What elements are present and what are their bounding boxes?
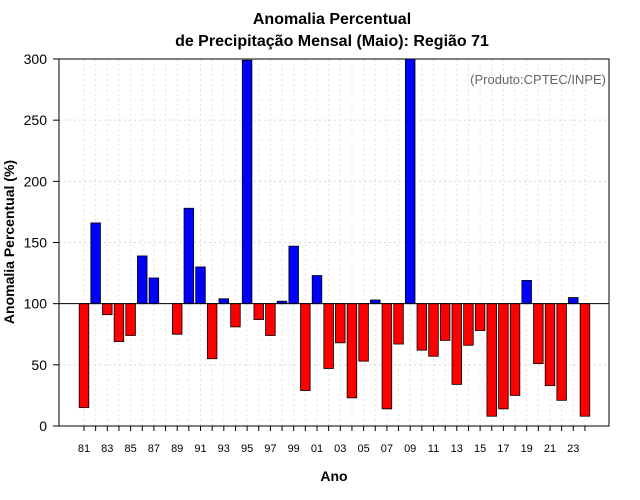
bar-04 <box>346 303 358 399</box>
x-tick-label: 15 <box>474 443 486 455</box>
x-tick-label: 07 <box>381 443 393 455</box>
x-tick-label: 87 <box>148 443 160 455</box>
y-tick-label: 200 <box>24 173 48 189</box>
x-tick-label: 11 <box>428 443 439 455</box>
bar-92 <box>206 303 218 360</box>
y-tick-label: 300 <box>24 51 48 67</box>
bar-18 <box>509 303 521 396</box>
source-note: (Produto:CPTEC/INPE) <box>470 72 606 87</box>
grid-lines <box>59 59 609 426</box>
x-tick-label: 05 <box>357 443 369 455</box>
x-axis-label: Ano <box>320 468 347 484</box>
y-axis-label: Anomalia Percentual (%) <box>1 160 17 324</box>
bar-96 <box>253 303 264 320</box>
y-tick-label: 0 <box>39 418 47 434</box>
x-tick-label: 17 <box>497 443 509 455</box>
x-tick-label: 99 <box>288 443 300 455</box>
x-tick-label: 93 <box>218 443 230 455</box>
bar-19 <box>521 280 532 305</box>
bar-97 <box>265 303 276 336</box>
bar-21 <box>544 303 556 387</box>
x-tick-label: 89 <box>171 443 183 455</box>
bar-84 <box>113 303 125 342</box>
x-tick-label: 03 <box>334 443 346 455</box>
bar-83 <box>102 303 113 316</box>
x-tick-label: 81 <box>78 443 90 455</box>
bar-85 <box>125 303 136 336</box>
x-tick-label: 95 <box>241 443 253 455</box>
bar-05 <box>358 303 369 362</box>
bar-81 <box>78 303 90 409</box>
chart-title-line1: Anomalia Percentual <box>253 11 411 28</box>
bar-09 <box>404 58 416 305</box>
y-tick-label: 150 <box>24 235 48 251</box>
bar-01 <box>311 275 323 305</box>
y-tick-label: 250 <box>24 112 48 128</box>
bars-group <box>78 58 591 417</box>
bar-02 <box>323 303 334 369</box>
x-tick-label: 23 <box>567 443 579 455</box>
bar-86 <box>137 255 148 305</box>
bar-95 <box>241 59 253 305</box>
x-tick-label: 97 <box>264 443 276 455</box>
y-tick-label: 50 <box>31 357 47 373</box>
bar-03 <box>335 303 346 344</box>
bar-20 <box>533 303 544 365</box>
y-tick-label: 100 <box>24 296 48 312</box>
x-tick-label: 85 <box>124 443 136 455</box>
x-tick-label: 21 <box>544 443 556 455</box>
bar-08 <box>393 303 404 345</box>
bar-06 <box>370 299 381 305</box>
bar-99 <box>288 245 299 305</box>
bar-89 <box>171 303 183 335</box>
x-tick-label: 83 <box>101 443 113 455</box>
bar-94 <box>230 303 241 328</box>
bar-14 <box>463 303 474 346</box>
bar-90 <box>183 207 195 305</box>
x-tick-label: 13 <box>451 443 463 455</box>
y-axis: 0 50 100 150 200 250 300 <box>24 51 59 434</box>
x-tick-label: 09 <box>404 443 416 455</box>
bar-16 <box>486 303 497 417</box>
chart-title-line2: de Precipitação Mensal (Maio): Região 71 <box>175 33 489 50</box>
x-tick-label: 01 <box>311 443 323 455</box>
bar-15 <box>474 303 486 331</box>
bar-87 <box>148 277 160 305</box>
bar-00 <box>300 303 311 391</box>
bar-07 <box>381 303 393 410</box>
x-tick-label: 19 <box>521 443 533 455</box>
bar-91 <box>195 266 206 305</box>
bar-93 <box>218 298 230 305</box>
bar-17 <box>498 303 509 410</box>
bar-13 <box>451 303 463 385</box>
bar-82 <box>90 222 101 305</box>
bar-24 <box>579 303 591 417</box>
bar-10 <box>416 303 428 351</box>
x-axis: 81 83 85 87 89 91 93 95 97 99 01 03 05 07 09 11 13 15 17 19… <box>78 426 586 455</box>
x-tick-label: 91 <box>194 443 206 455</box>
bar-23 <box>568 297 579 305</box>
bar-22 <box>556 303 567 401</box>
bar-12 <box>439 303 451 341</box>
bar-11 <box>428 303 439 357</box>
